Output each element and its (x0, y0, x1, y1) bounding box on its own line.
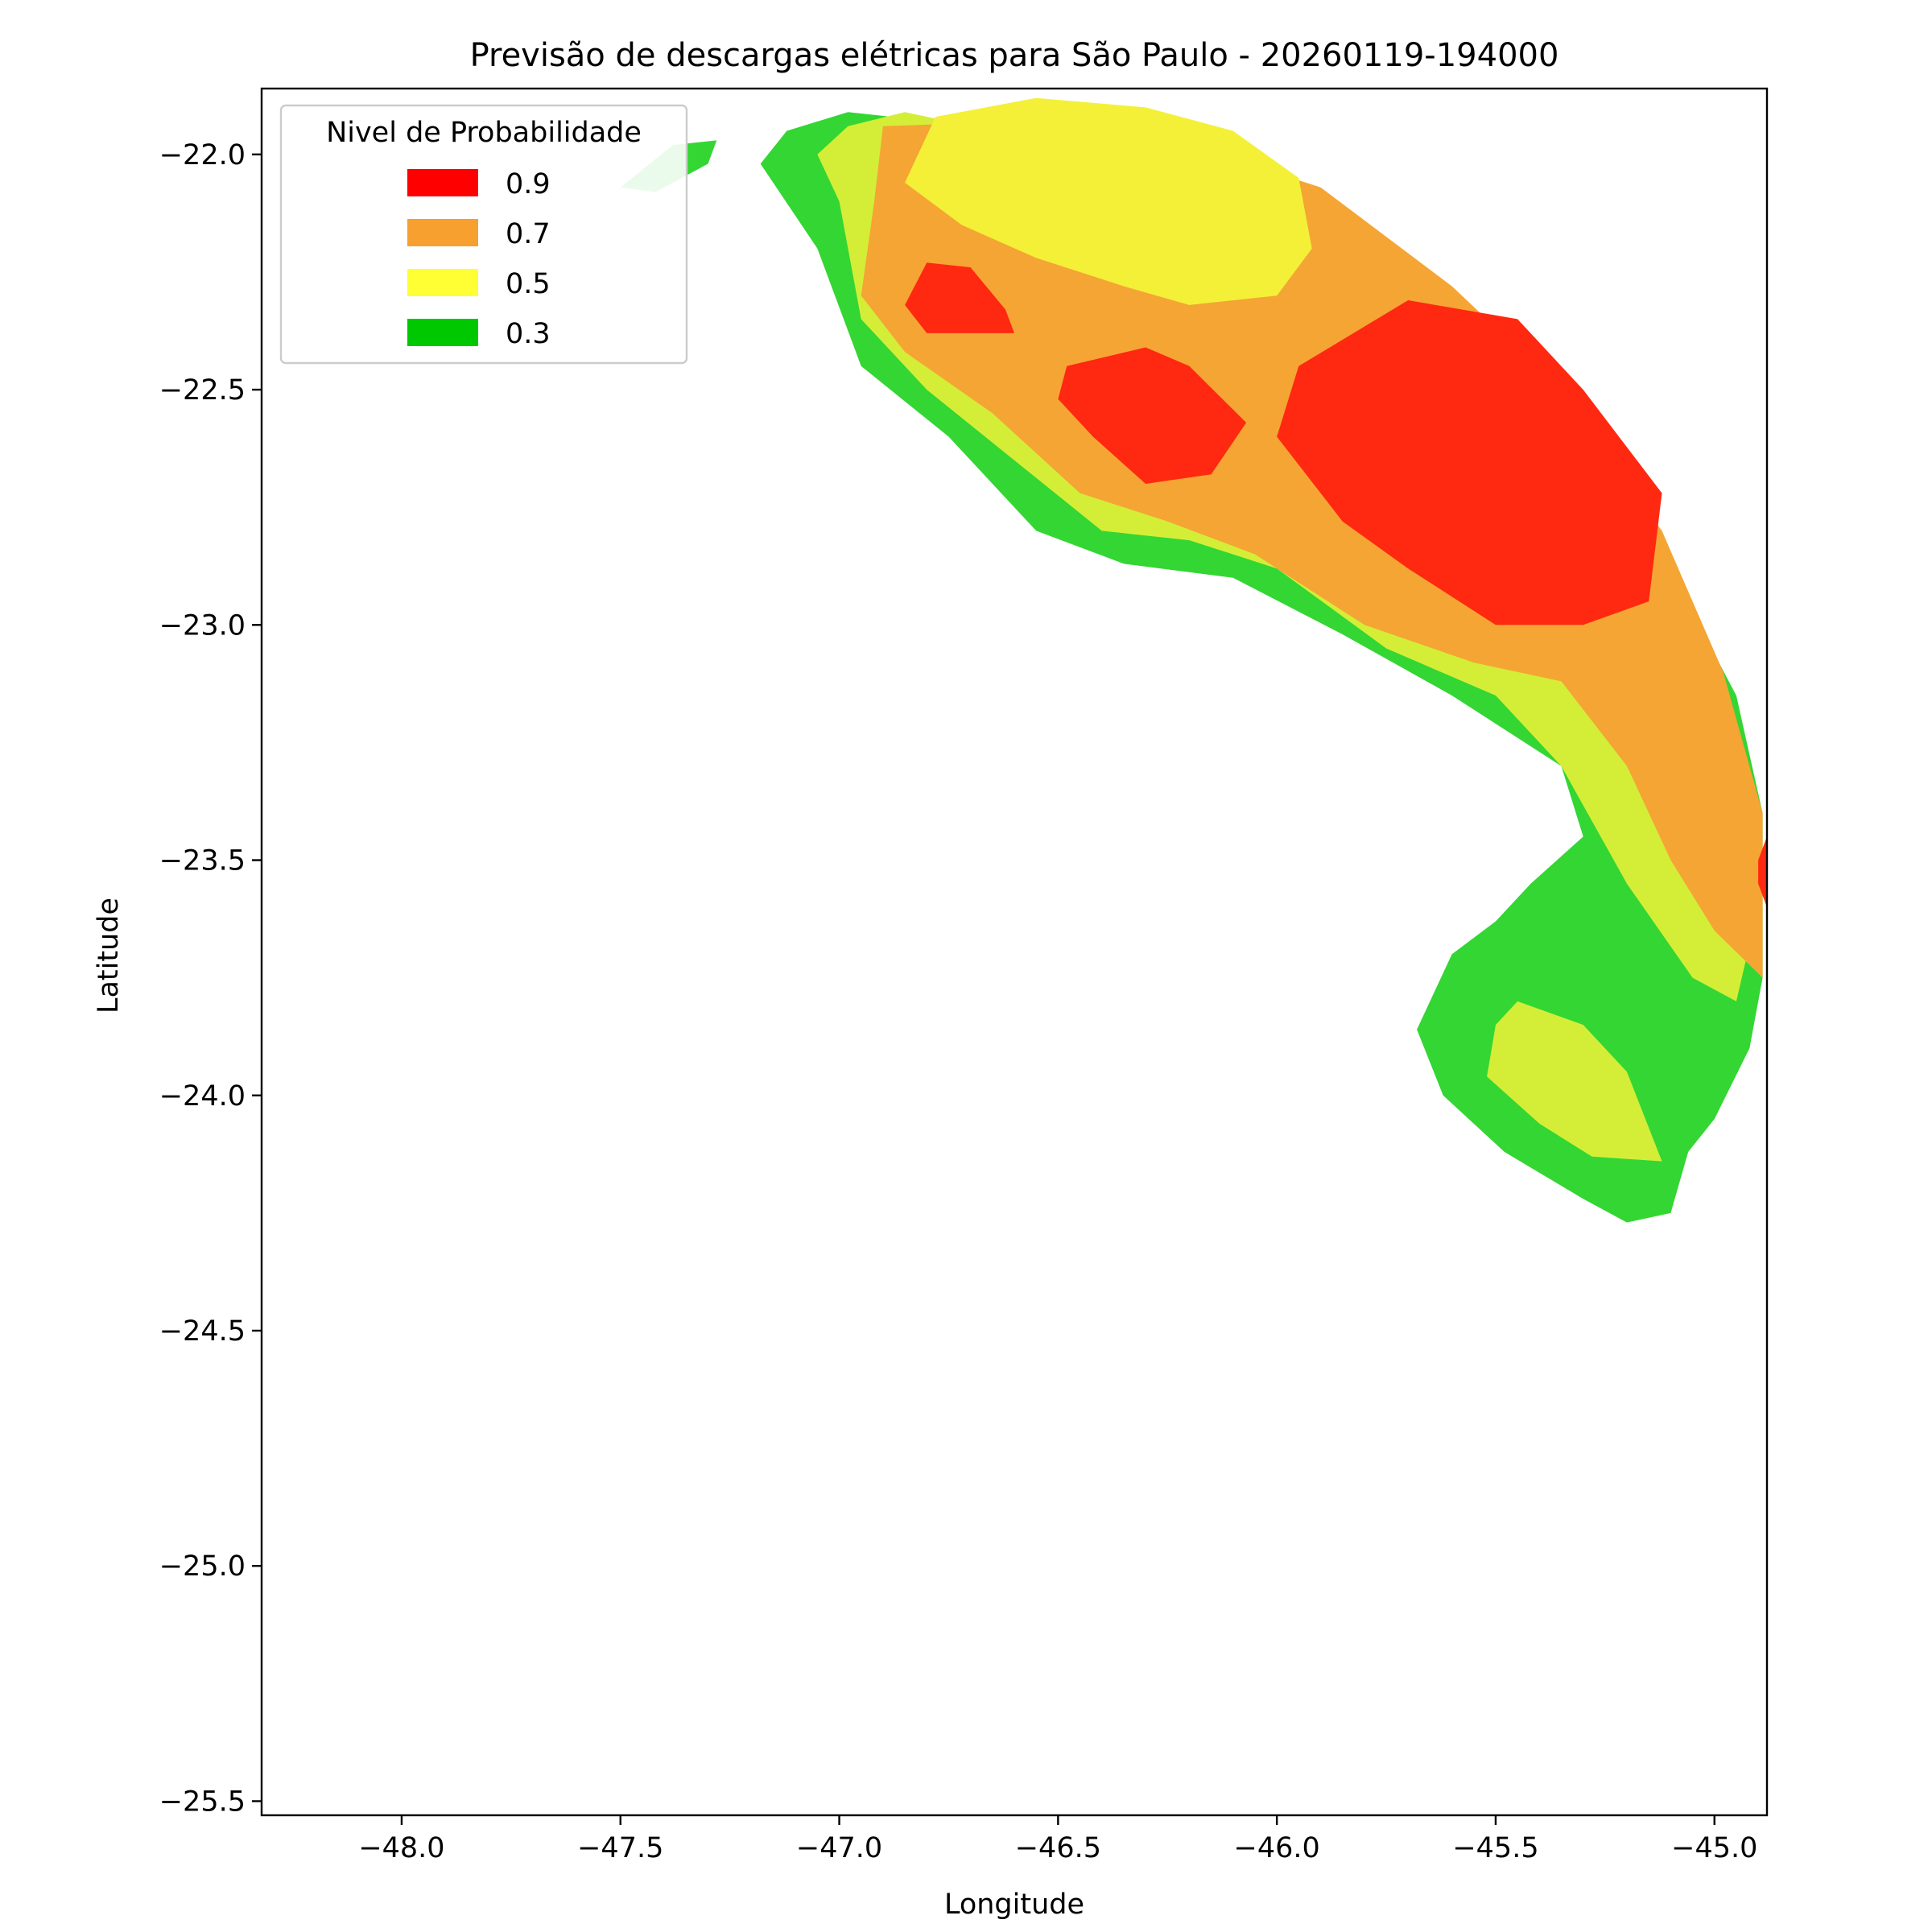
legend-label: 0.3 (506, 318, 551, 350)
legend-swatch (407, 219, 478, 246)
contour-region-09-4-0 (905, 262, 1014, 333)
legend-swatch (407, 319, 478, 346)
contour-region-05-1-1 (1487, 1001, 1662, 1162)
y-tick-label: −25.5 (159, 1785, 246, 1818)
contour-region-09-4-2 (1277, 300, 1662, 625)
legend-swatch (407, 169, 478, 196)
legend-swatch (407, 269, 478, 296)
contour-region-05-3-0 (905, 97, 1312, 305)
y-axis-ticks: −22.0 −22.5 −23.0 −23.5 −24.0 −24.5 −25.0 −25.5 (159, 139, 262, 1818)
x-tick-label: −45.5 (1452, 1832, 1538, 1864)
x-axis-ticks: −48.0 −47.5 −47.0 −46.5 −46.0 −45.5 −45.0 (358, 1815, 1757, 1864)
legend-label: 0.7 (506, 218, 551, 250)
contour-region-07-2-0 (861, 121, 1763, 978)
chart-title: Previsão de descargas elétricas para São… (470, 37, 1559, 74)
y-tick-label: −25.0 (159, 1550, 246, 1583)
legend-box (279, 104, 688, 365)
y-axis-label: Latitude (93, 898, 125, 1013)
x-tick-label: −47.5 (577, 1832, 663, 1864)
y-tick-label: −22.5 (159, 374, 246, 407)
contour-region-09-4-1 (1058, 347, 1247, 484)
x-axis-label: Longitude (944, 1889, 1084, 1921)
legend-entries: 0.9 0.7 0.5 0.3 (407, 168, 551, 350)
legend-label: 0.9 (506, 168, 551, 200)
y-tick-label: −23.0 (159, 609, 246, 642)
legend-title: Nivel de Probabilidade (326, 117, 642, 149)
contour-region-09-4-3 (1758, 836, 1767, 907)
contour-area (620, 97, 1767, 1223)
x-tick-label: −48.0 (358, 1832, 444, 1864)
x-tick-label: −45.0 (1671, 1832, 1757, 1864)
y-tick-label: −23.5 (159, 845, 246, 877)
x-tick-label: −46.5 (1015, 1832, 1101, 1864)
plot-frame (260, 87, 1769, 1817)
x-tick-label: −46.0 (1234, 1832, 1320, 1864)
x-tick-label: −47.0 (796, 1832, 882, 1864)
y-tick-label: −24.0 (159, 1080, 246, 1113)
y-tick-label: −22.0 (159, 139, 246, 171)
legend-label: 0.5 (506, 268, 551, 300)
y-tick-label: −24.5 (159, 1315, 246, 1348)
legend: Nivel de Probabilidade 0.9 0.7 0.5 0.3 (279, 104, 688, 365)
